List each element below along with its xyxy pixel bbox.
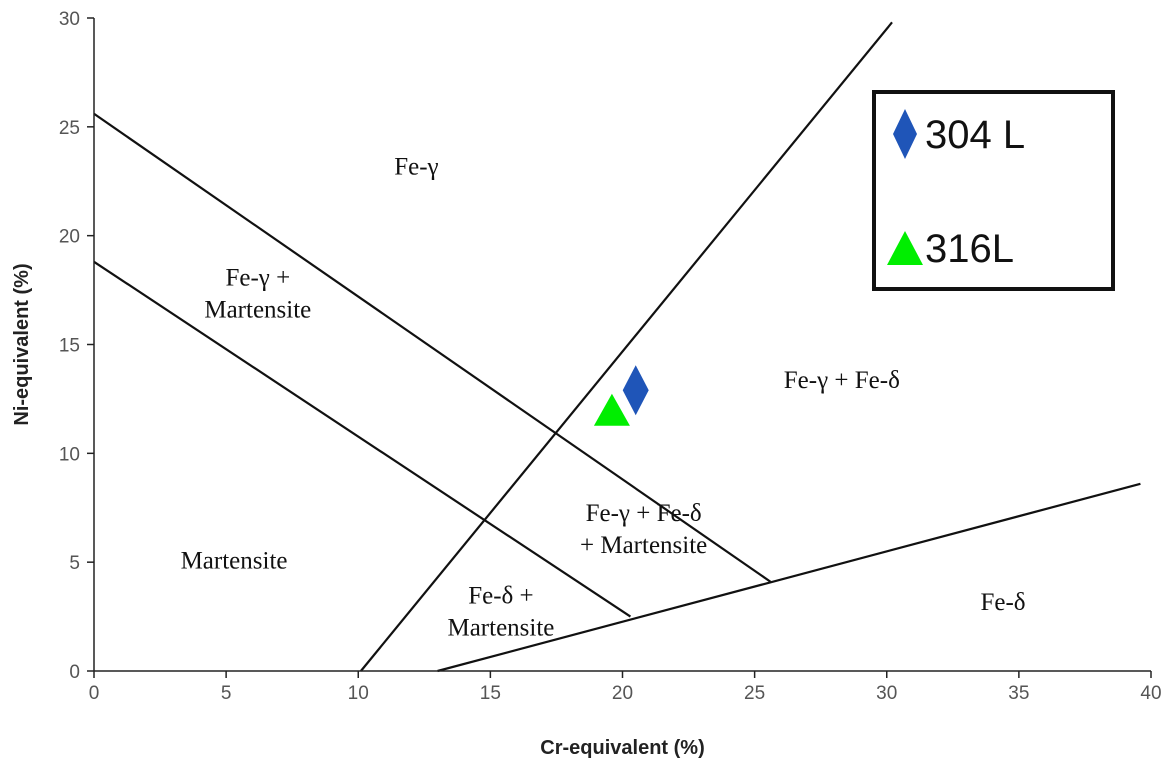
region-label: Fe-γ + Fe-δ + Martensite bbox=[580, 500, 707, 559]
region-label: Fe-γ + Martensite bbox=[204, 265, 311, 324]
x-tick-label: 40 bbox=[1140, 683, 1161, 704]
y-tick-label: 25 bbox=[59, 118, 80, 139]
region-label-line: Fe-γ + bbox=[225, 265, 290, 292]
axes: 0 5 10 15 20 25 30 35 40 0 5 10 15 20 25 30 bbox=[59, 9, 1162, 704]
region-label: Fe-δ bbox=[980, 589, 1025, 616]
region-label: Fe-γ + Fe-δ bbox=[784, 367, 900, 394]
x-tick-label: 15 bbox=[480, 683, 501, 704]
x-tick-label: 30 bbox=[876, 683, 897, 704]
boundary-line-1 bbox=[93, 260, 632, 618]
x-tick-label: 0 bbox=[89, 683, 100, 704]
x-tick-label: 5 bbox=[221, 683, 232, 704]
y-tick-label: 5 bbox=[69, 553, 80, 574]
x-tick-label: 10 bbox=[348, 683, 369, 704]
region-label-line: Fe-γ bbox=[394, 154, 438, 181]
x-axis-title: Cr-equivalent (%) bbox=[540, 737, 704, 759]
y-tick-label: 10 bbox=[59, 444, 80, 465]
legend-diamond-icon bbox=[893, 109, 917, 159]
legend: 304 L 316L bbox=[872, 90, 1115, 291]
y-tick-label: 30 bbox=[59, 9, 80, 30]
region-label-line: Martensite bbox=[447, 615, 554, 642]
boundary-line-2 bbox=[360, 21, 893, 672]
legend-label: 304 L bbox=[925, 113, 1025, 157]
boundary-line-3 bbox=[437, 482, 1141, 673]
region-label-line: Fe-δ bbox=[980, 589, 1025, 616]
x-tick-label: 35 bbox=[1008, 683, 1029, 704]
marker-316L bbox=[593, 393, 630, 426]
y-tick-label: 15 bbox=[59, 336, 80, 357]
region-label: Fe-γ bbox=[394, 154, 438, 181]
region-label: Fe-δ + Martensite bbox=[447, 583, 554, 642]
x-tick-label: 25 bbox=[744, 683, 765, 704]
y-tick-label: 20 bbox=[59, 227, 80, 248]
region-label-line: Martensite bbox=[204, 297, 311, 324]
region-label-line: Fe-γ + Fe-δ bbox=[784, 367, 900, 394]
region-label: Martensite bbox=[181, 548, 288, 575]
data-markers bbox=[593, 365, 649, 426]
legend-label: 316L bbox=[925, 227, 1014, 271]
boundary-line-0 bbox=[93, 112, 772, 583]
y-axis-title: Ni-equivalent (%) bbox=[11, 263, 33, 425]
region-label-line: + Martensite bbox=[580, 532, 707, 559]
y-tick-label: 0 bbox=[69, 662, 80, 683]
x-tick-label: 20 bbox=[612, 683, 633, 704]
legend-triangle-icon bbox=[887, 231, 923, 265]
region-label-line: Fe-γ + Fe-δ bbox=[586, 500, 702, 527]
marker-304L bbox=[622, 365, 649, 416]
boundary-lines bbox=[93, 21, 1141, 673]
region-label-line: Fe-δ + bbox=[468, 583, 533, 610]
region-label-line: Martensite bbox=[181, 548, 288, 575]
